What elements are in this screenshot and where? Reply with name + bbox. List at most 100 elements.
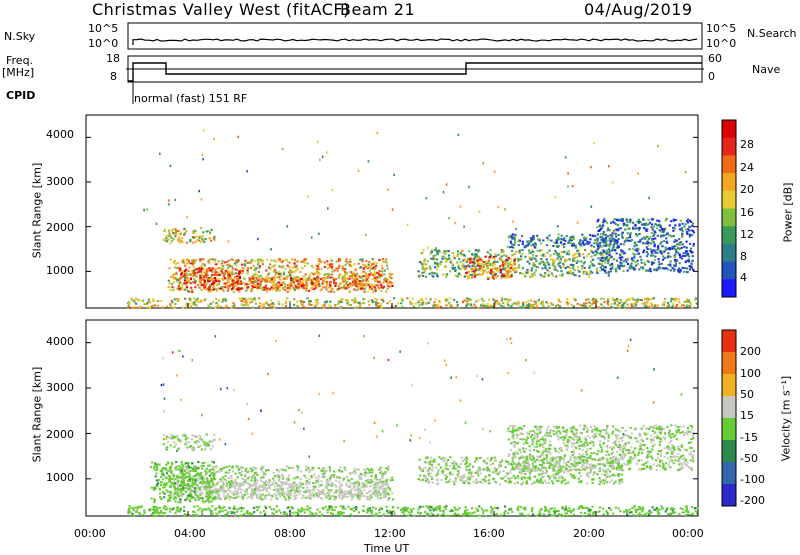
heat-cell-r0 [218,300,220,302]
heat-cell-r5 [176,230,178,232]
heat-cell-r5 [209,233,211,235]
heat-cell-r0 [503,306,505,308]
heat-cell-r1 [244,264,246,266]
heat-cell-r1 [297,476,299,478]
heat-cell-r6 [555,269,557,271]
heat-cell-r9 [675,263,677,265]
heat-cell-r1 [228,264,230,266]
heat-cell-r1 [370,475,372,477]
heat-cell-r1 [329,266,331,268]
heat-cell-r1 [337,267,339,269]
heat-cell-r6 [576,253,578,255]
heat-cell-r0 [224,509,226,511]
heat-cell-r7 [465,272,467,274]
heat-cell-r9 [633,245,635,247]
heat-cell-r0 [573,508,575,510]
heat-cell-r6 [515,251,517,253]
heat-cell-r5 [163,239,165,241]
heat-cell-r0 [387,512,389,514]
heat-cell-r4 [352,281,354,283]
heat-cell-r1 [374,478,376,480]
heat-cell-r4 [385,280,387,282]
heat-cell-r0 [683,511,685,513]
heat-cell-r6 [569,270,571,272]
heat-cell-r0 [687,514,689,516]
heat-cell-r4 [375,279,377,281]
heat-cell-r1 [292,267,294,269]
heat-cell-r9 [610,241,612,243]
heat-cell-r0 [441,514,443,516]
heat-cell-r3 [236,281,238,283]
heat-cell-r9 [687,228,689,230]
heat-cell-r0 [488,299,490,301]
heat-speck [483,162,485,164]
heat-cell-r9 [634,224,636,226]
heat-cell-r1 [331,263,333,265]
heat-cell-r0 [470,514,472,516]
heat-cell-r9 [635,228,637,230]
heat-cell-r0 [467,513,469,515]
heat-cell-r1 [254,269,256,271]
heat-cell-r6 [574,269,576,271]
heat-cell-r1 [362,264,364,266]
heat-cell-r9 [639,227,641,229]
heat-cell-r8 [586,241,588,243]
heat-cell-r9 [617,224,619,226]
heat-cell-r1 [342,266,344,268]
heat-cell-r3 [315,285,317,287]
heat-cell-r0 [233,305,235,307]
heat-cell-r9 [688,260,690,262]
heat-cell-r1 [310,475,312,477]
heat-cell-r1 [345,264,347,266]
heat-cell-r1 [258,271,260,273]
heat-cell-r0 [524,509,526,511]
heat-cell-r1 [353,263,355,265]
heat-cell-r1 [388,497,390,499]
heat-cell-r3 [290,279,292,281]
heat-cell-r9 [614,249,616,251]
heat-cell-r0 [443,511,445,513]
heat-cell-r1 [333,471,335,473]
heat-cell-r0 [533,305,535,307]
heat-cell-r7 [477,263,479,265]
heat-cell-r0 [271,512,273,514]
heat-cell-r4 [376,276,378,278]
heat-cell-r6 [546,252,548,254]
heat-cell-r1 [384,471,386,473]
heat-cell-r0 [148,509,150,511]
heat-cell-r2 [229,285,231,287]
heat-cell-r0 [330,512,332,514]
heat-cell-r0 [508,304,510,306]
heat-cell-r9 [618,234,620,236]
heat-cell-r9 [610,270,612,272]
heat-cell-r4 [346,272,348,274]
heat-cell-r6 [596,272,598,274]
heat-cell-r9 [633,268,635,270]
heat-cell-r6 [420,252,422,254]
heat-cell-r1 [333,499,335,501]
heat-cell-r2 [216,274,218,276]
heat-cell-r5 [163,230,165,232]
heat-cell-r1 [172,290,174,292]
heat-cell-r3 [259,284,261,286]
heat-cell-r9 [651,252,653,254]
heat-cell-r1 [351,499,353,501]
heat-cell-r0 [559,515,561,517]
heat-cell-r0 [459,507,461,509]
heat-cell-r0 [626,304,628,306]
heat-cell-r0 [380,507,382,509]
heat-cell-r6 [446,273,448,275]
heat-speck [612,181,614,183]
heat-cell-r0 [504,298,506,300]
heat-cell-r6 [556,252,558,254]
heat-cell-r8 [514,242,516,244]
heat-cell-r1 [273,472,275,474]
heat-cell-r7 [495,267,497,269]
heat-cell-r9 [652,235,654,237]
heat-cell-r0 [382,300,384,302]
heat-cell-r0 [304,512,306,514]
heat-cell-r8 [514,237,516,239]
heat-cell-r6 [422,268,424,270]
heat-cell-r3 [381,286,383,288]
heat-speck [498,206,500,208]
